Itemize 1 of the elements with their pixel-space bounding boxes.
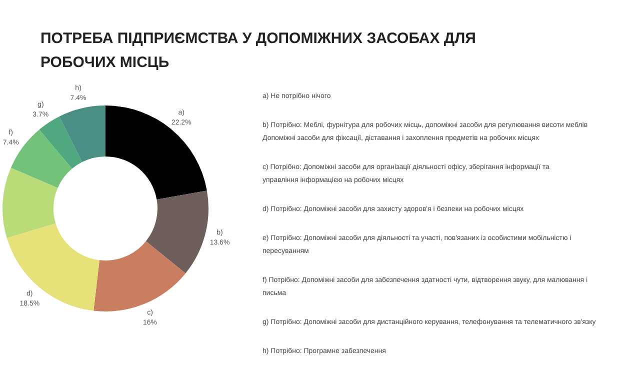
- chart-title: ПОТРЕБА ПІДПРИЄМСТВА У ДОПОМІЖНИХ ЗАСОБАХ ДЛЯ РОБОЧИХ МІСЦЬ: [40, 30, 476, 71]
